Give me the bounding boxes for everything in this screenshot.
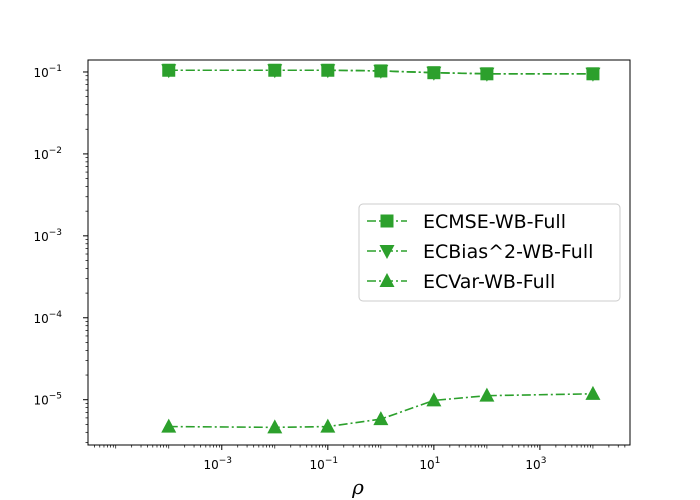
series-0 xyxy=(162,63,600,81)
series-2 xyxy=(161,385,601,434)
data-point xyxy=(426,392,442,407)
data-point xyxy=(162,63,176,77)
data-point xyxy=(320,418,336,433)
data-point xyxy=(321,63,335,77)
plot-area xyxy=(87,59,631,446)
data-point xyxy=(585,385,601,400)
data-point xyxy=(480,67,494,81)
data-point xyxy=(374,64,388,78)
legend-marker xyxy=(379,245,395,259)
legend-item: ECBias^2-WB-Full xyxy=(367,241,593,263)
legend: ECMSE-WB-Full ECBias^2-WB-Full ECVar-WB-Fu… xyxy=(358,203,621,302)
data-point xyxy=(479,387,495,402)
legend-label: ECMSE-WB-Full xyxy=(423,211,566,233)
legend-marker xyxy=(380,214,394,228)
data-point xyxy=(586,67,600,81)
data-point xyxy=(268,63,282,77)
legend-marker xyxy=(379,273,395,287)
data-point xyxy=(267,419,283,434)
data-point xyxy=(373,411,389,426)
axes-frame xyxy=(87,59,631,446)
legend-item: ECVar-WB-Full xyxy=(367,271,555,293)
legend-box xyxy=(358,203,621,302)
x-axis-label: ρ xyxy=(351,475,364,499)
legend-label: ECVar-WB-Full xyxy=(423,271,555,293)
legend-item: ECMSE-WB-Full xyxy=(367,211,566,233)
data-point xyxy=(161,418,177,433)
data-point xyxy=(427,66,441,80)
legend-label: ECBias^2-WB-Full xyxy=(423,241,593,263)
